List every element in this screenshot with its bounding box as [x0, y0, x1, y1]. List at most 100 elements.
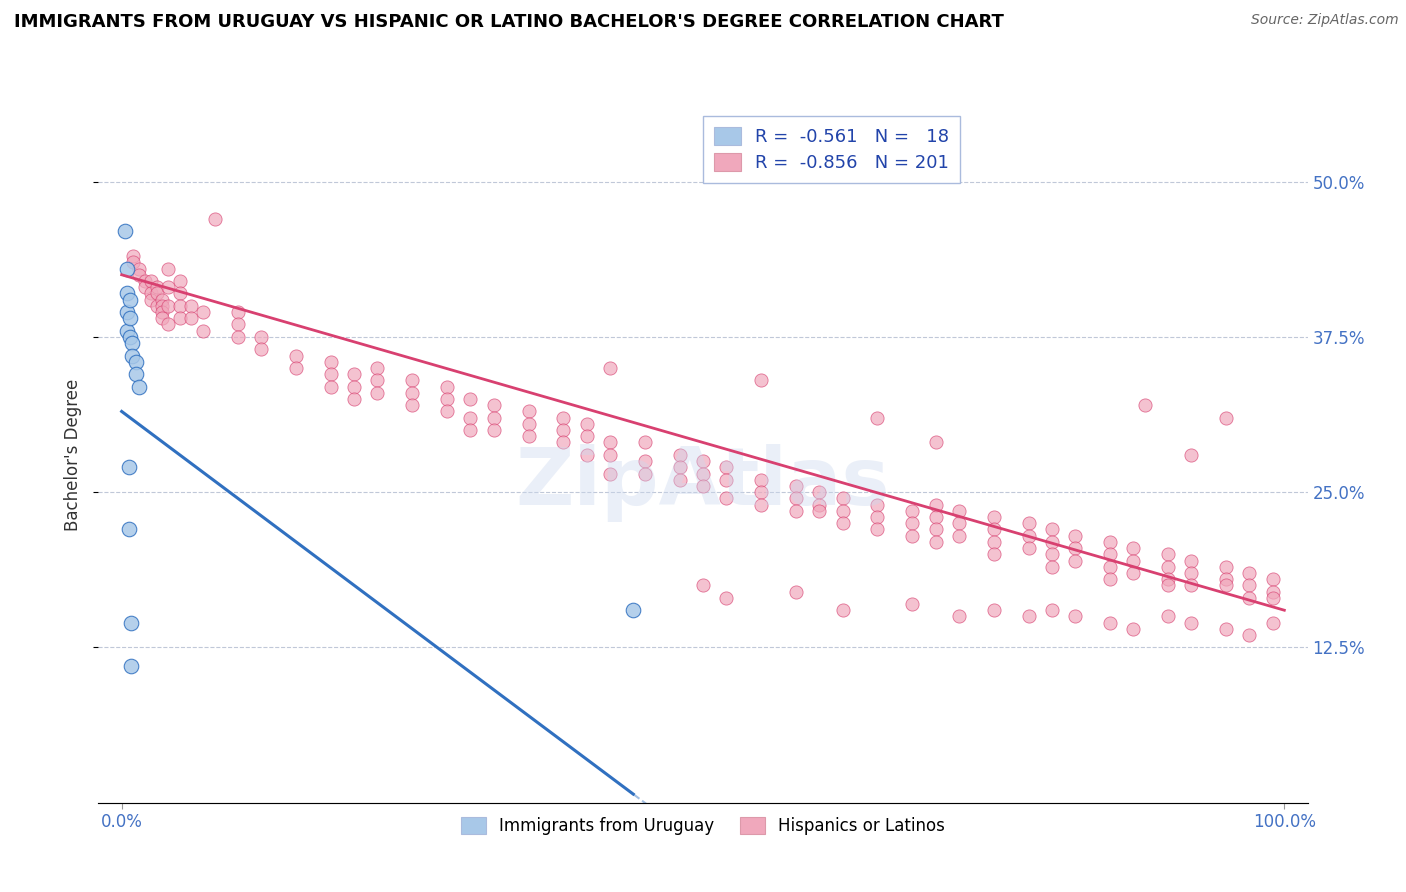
Point [983, 523, 1005, 537]
Point [983, 603, 1005, 617]
Point [1239, 591, 1261, 605]
Point [1239, 628, 1261, 642]
Point [553, 423, 575, 437]
Point [204, 211, 226, 226]
Point [436, 379, 458, 393]
Point [343, 392, 366, 406]
Point [948, 516, 970, 531]
Point [118, 293, 141, 307]
Point [482, 410, 505, 425]
Point [1180, 578, 1202, 592]
Point [924, 534, 946, 549]
Point [1261, 615, 1284, 630]
Text: Source: ZipAtlas.com: Source: ZipAtlas.com [1251, 13, 1399, 28]
Point [924, 523, 946, 537]
Point [191, 324, 214, 338]
Point [150, 299, 173, 313]
Point [120, 659, 142, 673]
Point [831, 603, 853, 617]
Point [692, 454, 714, 468]
Point [366, 373, 388, 387]
Point [1018, 529, 1040, 543]
Point [668, 448, 690, 462]
Point [948, 504, 970, 518]
Point [575, 429, 598, 443]
Point [1261, 591, 1284, 605]
Point [692, 467, 714, 481]
Point [599, 448, 621, 462]
Point [460, 423, 482, 437]
Point [948, 529, 970, 543]
Point [948, 609, 970, 624]
Point [117, 305, 139, 319]
Point [436, 392, 458, 406]
Point [120, 615, 142, 630]
Point [599, 467, 621, 481]
Point [831, 491, 853, 506]
Point [343, 367, 366, 381]
Point [121, 336, 143, 351]
Text: IMMIGRANTS FROM URUGUAY VS HISPANIC OR LATINO BACHELOR'S DEGREE CORRELATION CHAR: IMMIGRANTS FROM URUGUAY VS HISPANIC OR L… [14, 13, 1004, 31]
Point [169, 299, 191, 313]
Point [866, 498, 889, 512]
Point [621, 603, 644, 617]
Point [482, 398, 505, 412]
Point [128, 268, 150, 282]
Point [1064, 609, 1087, 624]
Point [1040, 603, 1063, 617]
Point [285, 349, 308, 363]
Point [1064, 553, 1087, 567]
Point [1261, 572, 1284, 586]
Point [122, 249, 145, 263]
Point [285, 361, 308, 376]
Point [169, 311, 191, 326]
Point [1098, 572, 1121, 586]
Point [366, 385, 388, 400]
Point [1064, 541, 1087, 555]
Point [1215, 572, 1237, 586]
Point [157, 280, 180, 294]
Point [460, 410, 482, 425]
Point [114, 224, 136, 238]
Point [1215, 559, 1237, 574]
Point [1239, 578, 1261, 592]
Point [1157, 609, 1180, 624]
Point [128, 379, 150, 393]
Point [319, 367, 342, 381]
Point [1157, 572, 1180, 586]
Point [139, 286, 162, 301]
Point [924, 498, 946, 512]
Point [1040, 547, 1063, 561]
Point [145, 286, 167, 301]
Point [901, 504, 924, 518]
Point [517, 404, 540, 418]
Point [716, 491, 738, 506]
Point [118, 523, 141, 537]
Text: ZipAtlas: ZipAtlas [516, 443, 890, 522]
Point [401, 398, 423, 412]
Point [785, 584, 807, 599]
Point [460, 392, 482, 406]
Point [575, 448, 598, 462]
Point [983, 547, 1005, 561]
Point [1122, 622, 1144, 636]
Point [1261, 584, 1284, 599]
Point [866, 410, 889, 425]
Point [634, 467, 657, 481]
Point [1215, 622, 1237, 636]
Point [157, 299, 180, 313]
Point [134, 280, 156, 294]
Point [139, 274, 162, 288]
Point [599, 361, 621, 376]
Point [124, 367, 146, 381]
Point [749, 485, 772, 500]
Point [924, 510, 946, 524]
Point [117, 286, 139, 301]
Point [226, 330, 249, 344]
Point [808, 498, 831, 512]
Point [145, 280, 167, 294]
Point [1098, 559, 1121, 574]
Point [150, 305, 173, 319]
Point [180, 299, 202, 313]
Point [1018, 516, 1040, 531]
